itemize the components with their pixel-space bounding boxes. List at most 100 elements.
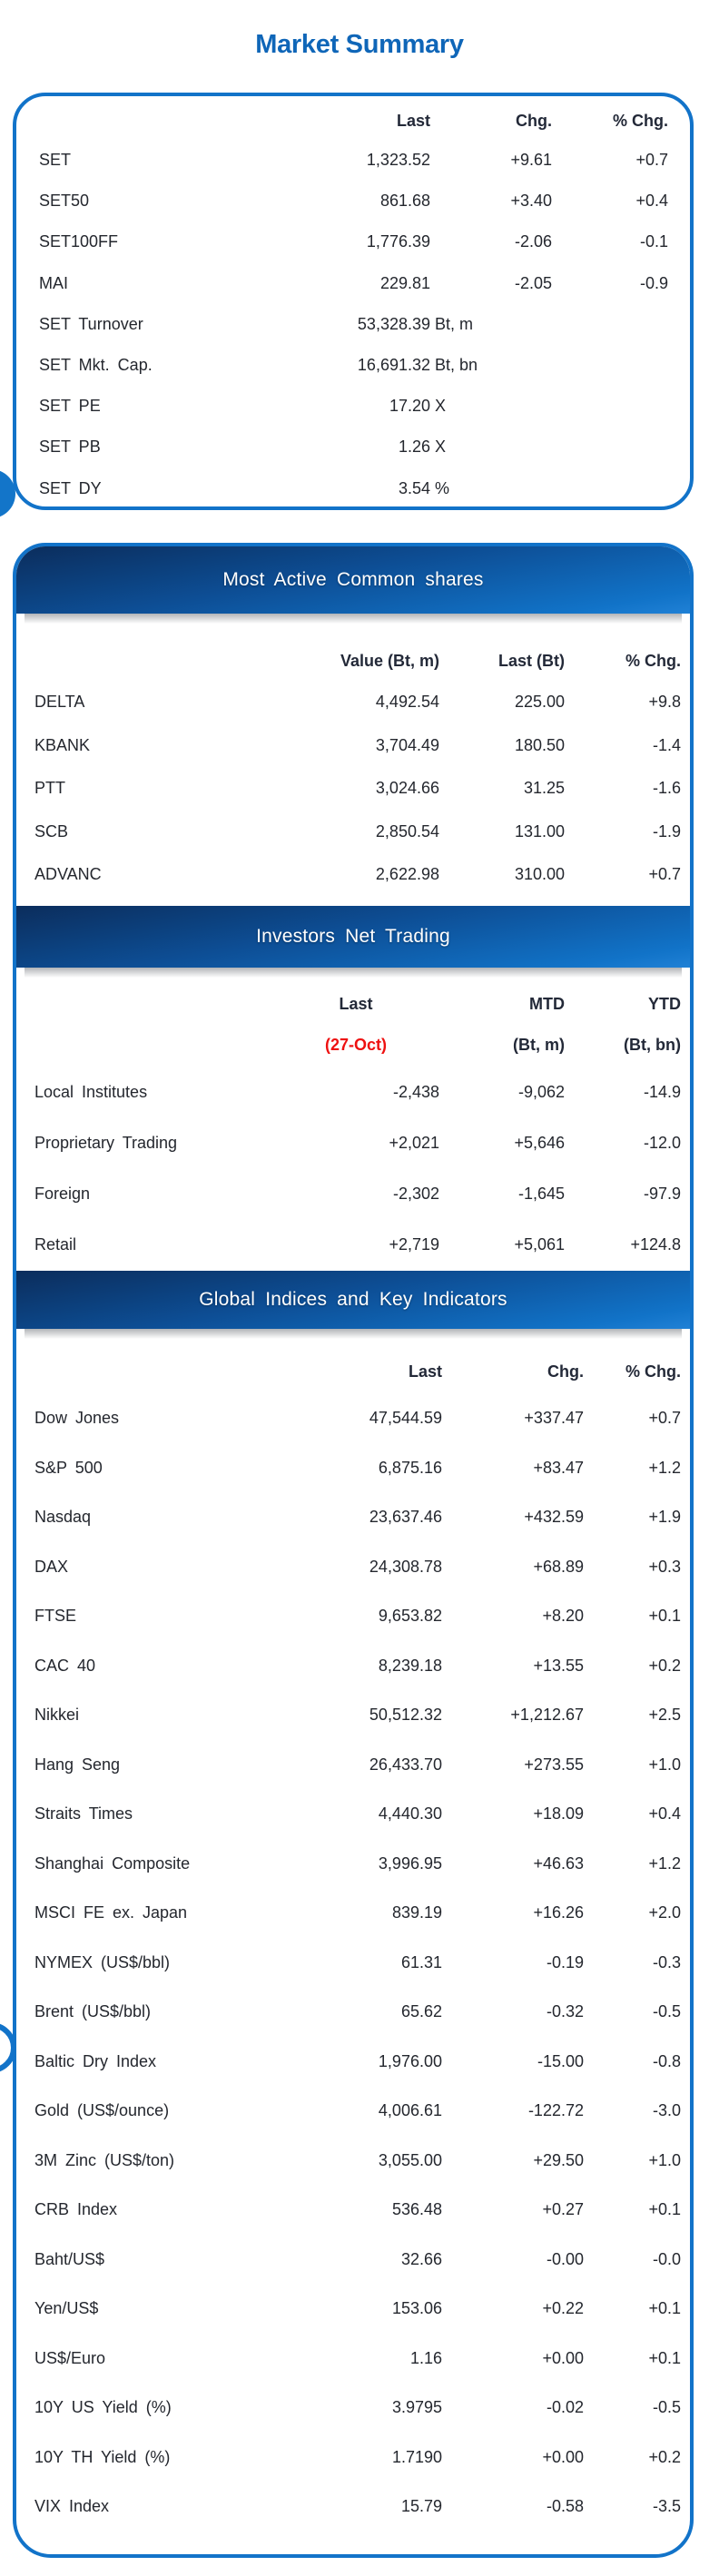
row-label: Nasdaq [34,1508,92,1527]
column-header-empty [16,1351,272,1394]
value-col-1: 16,691.32 Bt, bn [267,345,478,386]
value-col-3: +0.7 [648,1409,681,1428]
value-col-2: -15.00 [537,2051,584,2070]
column-header-pct-chg: % Chg. [613,111,668,130]
row-label: Yen/US$ [34,2299,99,2318]
section-header-investors: Investors Net Trading [16,905,690,968]
row-spacer [668,221,690,262]
value-col-2: 180.50 [514,735,565,754]
investors-table: Last MTD YTD (27-Oct) (Bt, m) (Bt, bn) L… [16,986,690,1271]
row-label: SET DY [39,478,102,497]
table-row: DELTA 4,492.54 225.00 +9.8 [16,681,690,724]
value-col-1: 23,637.46 [369,1508,442,1527]
row-spacer [681,1839,690,1889]
value-col-3: +0.1 [648,2348,681,2367]
row-spacer [681,724,690,768]
row-label: Brent (US$/bbl) [34,2002,152,2021]
table-row: Gold (US$/ounce) 4,006.61 -122.72 -3.0 [16,2087,690,2137]
value-col-1: 3.9795 [391,2398,442,2417]
column-header-spacer [681,986,690,1024]
row-spacer [681,1220,690,1271]
value-col-1: 65.62 [400,2002,442,2021]
row-label: DAX [34,1557,69,1576]
row-label: KBANK [34,735,91,754]
row-spacer [681,811,690,854]
value-col-1: 1.16 [409,2348,442,2367]
value-number: 17.20 [389,397,430,416]
row-label: SET Turnover [39,314,143,333]
value-col-1: +2,719 [389,1235,439,1254]
row-label: SET Mkt. Cap. [39,356,153,375]
value-col-2: +1,212.67 [510,1706,584,1725]
value-col-2: +337.47 [524,1409,584,1428]
row-label: SET PB [39,438,101,457]
row-label: Dow Jones [34,1409,120,1428]
row-spacer [681,2384,690,2433]
value-col-3: -3.5 [652,2497,681,2516]
value-with-unit: 16,691.32 Bt, bn [358,356,478,375]
column-header-last: Last [408,1362,442,1381]
value-col-2: +83.47 [533,1458,584,1477]
value-col-1: 61.31 [400,1952,442,1971]
value-col-3: -12.0 [643,1134,681,1152]
row-label: SET [39,151,72,170]
value-col-3: -1.4 [652,735,681,754]
table-row: DAX 24,308.78 +68.89 +0.3 [16,1542,690,1592]
section-header-shadow [25,967,682,979]
row-spacer [681,2186,690,2236]
row-spacer [681,2037,690,2087]
row-label: DELTA [34,693,85,712]
value-col-3: -0.5 [652,2398,681,2417]
value-col-2: +0.00 [542,2348,584,2367]
column-header-last: Last [339,995,373,1013]
row-spacer [681,1542,690,1592]
row-label: 10Y TH Yield (%) [34,2447,171,2466]
row-label: Hang Seng [34,1755,121,1774]
value-with-unit: 3.54 % [399,479,449,498]
row-spacer [681,2087,690,2137]
row-label: Baltic Dry Index [34,2051,157,2070]
value-col-3: -14.9 [643,1083,681,1101]
row-spacer [668,345,690,386]
value-col-2: +3.40 [510,192,552,211]
value-col-3: -1.9 [652,821,681,841]
row-spacer [681,2334,690,2384]
value-col-2: -1,645 [517,1185,565,1203]
value-col-1: 536.48 [391,2200,442,2219]
value-col-1: 153.06 [391,2299,442,2318]
row-label: Retail [34,1235,77,1254]
row-label: Gold (US$/ounce) [34,2101,170,2120]
row-spacer [681,1641,690,1691]
most-active-table: Value (Bt, m) Last (Bt) % Chg. DELTA 4,49… [16,641,690,897]
row-label: 3M Zinc (US$/ton) [34,2150,175,2169]
value-col-1: 47,544.59 [369,1409,442,1428]
row-label: Local Institutes [34,1083,148,1101]
value-col-1: 1.7190 [391,2447,442,2466]
value-col-1: 229.81 [379,273,430,292]
value-col-1: 6,875.16 [378,1458,442,1477]
row-label: Proprietary Trading [34,1134,178,1152]
value-col-1: 3,055.00 [378,2150,442,2169]
column-header-row: Value (Bt, m) Last (Bt) % Chg. [16,641,690,681]
table-row: Brent (US$/bbl) 65.62 -0.32 -0.5 [16,1988,690,2038]
column-subheader-row: (27-Oct) (Bt, m) (Bt, bn) [16,1024,690,1067]
value-col-1: 1,776.39 [366,232,430,251]
table-row: MAI 229.81 -2.05 -0.9 [16,263,690,304]
value-col-1: 1,323.52 [366,151,430,170]
row-spacer [668,386,690,427]
column-header-ytd: YTD [648,995,681,1013]
value-col-3: +0.1 [648,2200,681,2219]
value-col-2: -0.58 [546,2497,584,2516]
row-spacer [681,1938,690,1988]
value-with-unit: 17.20 X [389,397,446,416]
value-col-3: -0.5 [652,2002,681,2021]
value-col-2: 310.00 [514,865,565,884]
row-spacer [681,1443,690,1493]
value-col-2: +5,061 [514,1235,565,1254]
row-spacer [681,2285,690,2335]
column-header-row: Last Chg. % Chg. [16,102,690,140]
value-col-3 [552,427,668,467]
row-label: FTSE [34,1607,77,1626]
value-with-unit: 53,328.39 Bt, m [358,315,473,334]
table-row: 10Y US Yield (%) 3.9795 -0.02 -0.5 [16,2384,690,2433]
